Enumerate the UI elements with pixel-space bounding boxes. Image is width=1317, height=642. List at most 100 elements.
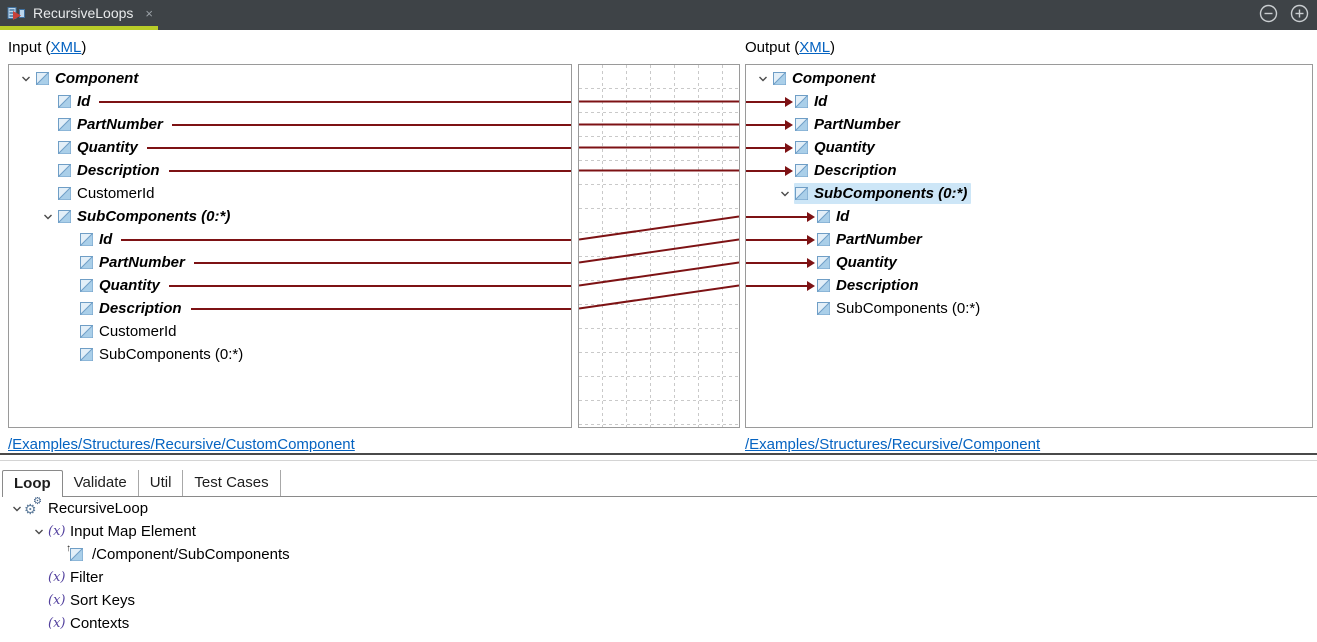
output-tree-row[interactable]: Description xyxy=(746,274,1312,297)
element-icon xyxy=(80,302,93,315)
tree-node-label: Id xyxy=(99,231,113,248)
output-xml-link[interactable]: XML xyxy=(799,39,831,56)
tree-node[interactable]: PartNumber xyxy=(79,252,189,273)
mapping-canvas[interactable] xyxy=(578,64,740,428)
input-tree-row[interactable]: PartNumber xyxy=(9,113,571,136)
tree-node[interactable]: Description xyxy=(794,160,901,181)
input-xml-link[interactable]: XML xyxy=(50,39,82,56)
element-icon xyxy=(80,348,93,361)
tree-node-label: PartNumber xyxy=(77,116,163,133)
element-ref-icon: ↑ xyxy=(66,543,92,561)
input-tree-row[interactable]: Id xyxy=(9,90,571,113)
tab-test-cases[interactable]: Test Cases xyxy=(183,470,281,496)
input-tree-row[interactable]: CustomerId xyxy=(9,182,571,205)
element-icon xyxy=(817,256,830,269)
mapping-line[interactable] xyxy=(579,215,739,241)
tree-node[interactable]: PartNumber xyxy=(816,229,926,250)
output-tree-row[interactable]: Id xyxy=(746,90,1312,113)
loop-tree-row[interactable]: (x) Input Map Element xyxy=(8,520,290,543)
input-tree-row[interactable]: Id xyxy=(9,228,571,251)
tree-node-label: Quantity xyxy=(836,254,897,271)
tab-loop[interactable]: Loop xyxy=(2,470,63,497)
horizontal-splitter[interactable] xyxy=(0,453,1317,455)
document-tab-recursiveloops[interactable]: RecursiveLoops × xyxy=(0,0,163,26)
tree-node[interactable]: SubComponents (0:*) xyxy=(794,183,972,204)
chevron-down-icon[interactable] xyxy=(39,211,57,223)
tree-node-label: PartNumber xyxy=(814,116,900,133)
tree-node[interactable]: CustomerId xyxy=(57,183,159,204)
element-icon xyxy=(795,164,808,177)
tree-node-label: SubComponents (0:*) xyxy=(814,185,968,202)
mapping-line[interactable] xyxy=(579,284,739,310)
tree-node[interactable]: Quantity xyxy=(816,252,901,273)
input-tree-row[interactable]: Description xyxy=(9,297,571,320)
tree-node[interactable]: Quantity xyxy=(57,137,142,158)
tree-node[interactable]: Component xyxy=(35,68,142,89)
document-tab-label: RecursiveLoops xyxy=(33,5,134,21)
mapping-line-stub xyxy=(146,146,571,149)
tree-node[interactable]: SubComponents (0:*) xyxy=(816,298,984,319)
output-tree-row[interactable]: PartNumber xyxy=(746,228,1312,251)
output-tree-row[interactable]: Quantity xyxy=(746,136,1312,159)
tree-node[interactable]: Description xyxy=(57,160,164,181)
tree-node[interactable]: PartNumber xyxy=(57,114,167,135)
tab-validate[interactable]: Validate xyxy=(63,470,139,496)
mapping-arrow xyxy=(746,257,815,268)
mapping-line[interactable] xyxy=(579,238,739,264)
tree-node[interactable]: Description xyxy=(816,275,923,296)
input-tree-row[interactable]: Quantity xyxy=(9,274,571,297)
chevron-down-icon[interactable] xyxy=(30,526,48,538)
output-tree-row[interactable]: SubComponents (0:*) xyxy=(746,297,1312,320)
chevron-down-icon[interactable] xyxy=(776,188,794,200)
loop-tree-row[interactable]: ⚙ ⚙ RecursiveLoop xyxy=(8,496,290,520)
output-structure-link[interactable]: /Examples/Structures/Recursive/Component xyxy=(745,436,1041,453)
chevron-down-icon[interactable] xyxy=(17,73,35,85)
tree-node[interactable]: Id xyxy=(794,91,831,112)
input-tree-row[interactable]: Component xyxy=(9,67,571,90)
output-tree-row[interactable]: Description xyxy=(746,159,1312,182)
tree-node[interactable]: SubComponents (0:*) xyxy=(79,344,247,365)
output-tree-row[interactable]: PartNumber xyxy=(746,113,1312,136)
tree-node-label: Quantity xyxy=(77,139,138,156)
input-tree-row[interactable]: SubComponents (0:*) xyxy=(9,205,571,228)
input-structure-link[interactable]: /Examples/Structures/Recursive/CustomCom… xyxy=(8,436,355,453)
loop-tree-row[interactable]: ↑/Component/SubComponents xyxy=(8,543,290,566)
tree-node[interactable]: SubComponents (0:*) xyxy=(57,206,234,227)
output-tree-row[interactable]: SubComponents (0:*) xyxy=(746,182,1312,205)
loop-tree-row[interactable]: (x) Filter xyxy=(8,566,290,589)
tree-node[interactable]: Id xyxy=(79,229,116,250)
input-tree-row[interactable]: SubComponents (0:*) xyxy=(9,343,571,366)
fx-icon: (x) xyxy=(48,570,66,585)
mapping-line[interactable] xyxy=(579,261,739,287)
tree-node[interactable]: CustomerId xyxy=(79,321,181,342)
tree-node[interactable]: Id xyxy=(57,91,94,112)
tree-node[interactable]: Quantity xyxy=(79,275,164,296)
tab-util[interactable]: Util xyxy=(139,470,184,496)
tree-node[interactable]: Quantity xyxy=(794,137,879,158)
tree-node[interactable]: Component xyxy=(772,68,879,89)
chevron-down-icon[interactable] xyxy=(8,503,26,515)
expand-plus-button[interactable] xyxy=(1290,4,1309,23)
mapping-line-stub xyxy=(171,123,571,126)
input-tree-row[interactable]: Quantity xyxy=(9,136,571,159)
splitter-shadow xyxy=(0,460,1317,461)
loop-tree-label: RecursiveLoop xyxy=(48,500,149,517)
tree-node[interactable]: Id xyxy=(816,206,853,227)
input-tree-row[interactable]: CustomerId xyxy=(9,320,571,343)
tree-node[interactable]: PartNumber xyxy=(794,114,904,135)
output-tree-row[interactable]: Id xyxy=(746,205,1312,228)
document-tab-bar: RecursiveLoops × xyxy=(0,0,1317,30)
tree-node-label: PartNumber xyxy=(99,254,185,271)
tree-node[interactable]: Description xyxy=(79,298,186,319)
loop-tree-row[interactable]: (x) Contexts xyxy=(8,612,290,635)
mapping-line-stub xyxy=(193,261,571,264)
chevron-down-icon[interactable] xyxy=(754,73,772,85)
output-tree-row[interactable]: Quantity xyxy=(746,251,1312,274)
output-tree-row[interactable]: Component xyxy=(746,67,1312,90)
loop-tree-row[interactable]: (x) Sort Keys xyxy=(8,589,290,612)
close-tab-icon[interactable]: × xyxy=(145,5,153,21)
input-tree-row[interactable]: Description xyxy=(9,159,571,182)
collapse-minus-button[interactable] xyxy=(1259,4,1278,23)
input-tree-row[interactable]: PartNumber xyxy=(9,251,571,274)
